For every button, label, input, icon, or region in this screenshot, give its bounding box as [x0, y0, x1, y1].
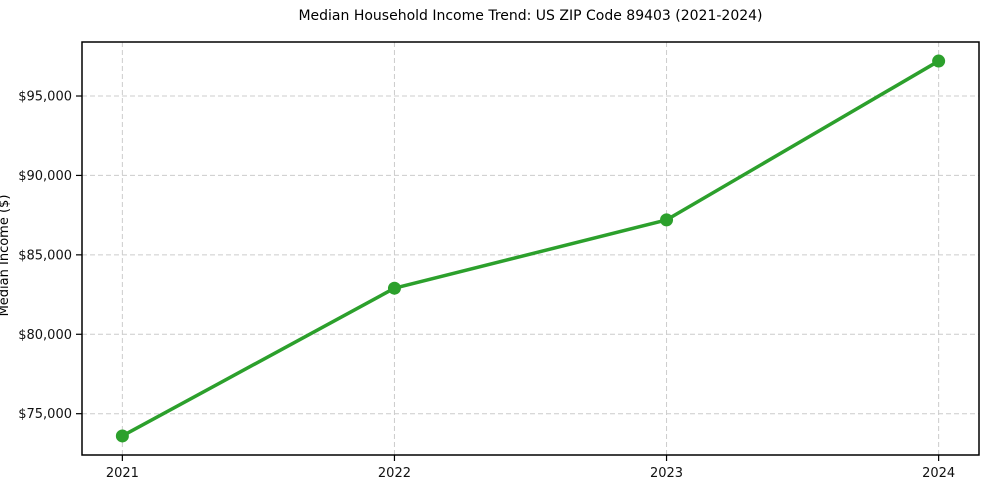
x-tick-label: 2023 [650, 466, 683, 481]
data-point-marker [387, 281, 401, 295]
data-point-marker [932, 54, 946, 68]
data-point-marker [115, 429, 129, 443]
income-trend-line [120, 59, 941, 438]
chart-title: Median Household Income Trend: US ZIP Co… [298, 8, 763, 24]
y-tick-label: $95,000 [18, 90, 72, 105]
data-point-marker [660, 213, 674, 227]
y-tick-label: $75,000 [18, 407, 72, 422]
x-tick-label: 2022 [378, 466, 411, 481]
y-tick-label: $90,000 [18, 169, 72, 184]
y-tick-label: $85,000 [18, 248, 72, 263]
x-tick-label: 2024 [922, 466, 955, 481]
x-tick-label: 2021 [106, 466, 139, 481]
y-tick-label: $80,000 [18, 328, 72, 343]
axes-frame [81, 41, 980, 456]
